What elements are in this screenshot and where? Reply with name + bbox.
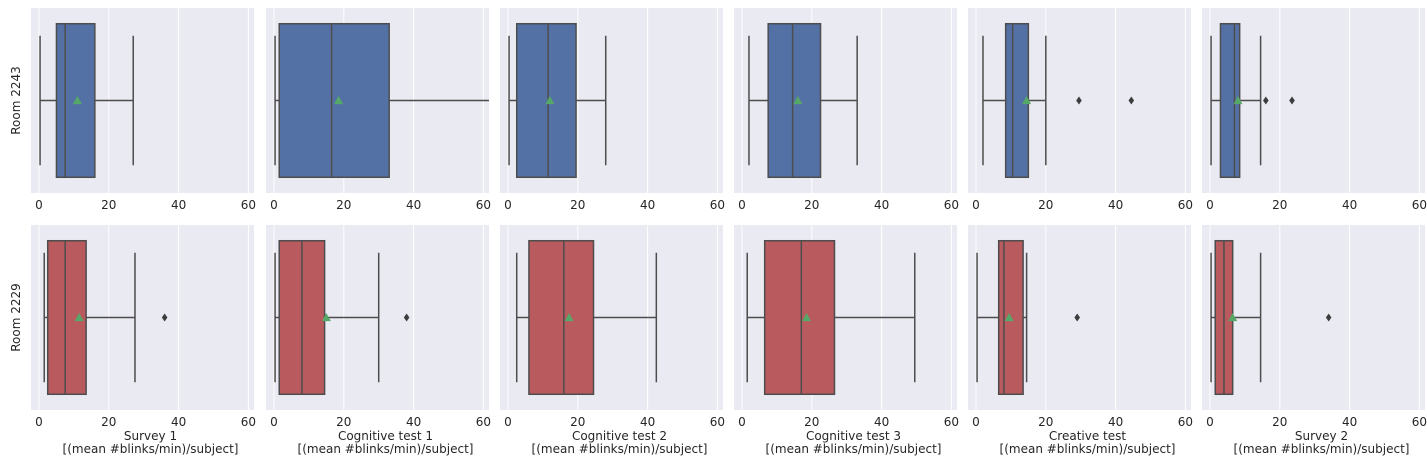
mean-marker [321,313,331,322]
x-axis-unit: [(mean #blinks/min)/subject] [1234,442,1410,456]
x-tick-label: 40 [874,198,889,212]
x-tick-label: 20 [804,198,819,212]
x-axis-label: Cognitive test 1 [338,429,433,443]
mean-marker [72,96,82,105]
x-tick-label: 60 [476,415,491,429]
outlier-point [1074,313,1081,322]
iqr-box [767,22,822,179]
mean-marker [74,313,84,322]
x-tick-label: 20 [101,198,116,212]
x-tick-label: 0 [504,198,512,212]
x-tick-label: 60 [710,198,725,212]
x-tick-label: 0 [504,415,512,429]
x-tick-label: 0 [972,198,980,212]
mean-marker [1004,313,1014,322]
x-tick-label: 20 [101,415,116,429]
x-tick-label: 40 [406,415,421,429]
x-tick-label: 60 [710,415,725,429]
mean-marker [564,313,574,322]
outlier-point [1263,96,1269,105]
mean-marker [793,96,803,105]
x-tick-label: 40 [874,415,889,429]
mean-marker [1228,313,1238,322]
x-tick-label: 20 [1038,415,1053,429]
iqr-box [278,22,390,179]
x-tick-label: 20 [1272,415,1287,429]
x-tick-label: 60 [1178,415,1193,429]
x-tick-label: 60 [476,198,491,212]
x-tick-label: 60 [944,198,959,212]
x-axis-unit: [(mean #blinks/min)/subject] [63,442,239,456]
x-tick-label: 20 [1272,198,1287,212]
x-tick-label: 0 [972,415,980,429]
mean-marker [802,313,812,322]
x-tick-label: 0 [1206,415,1214,429]
row-label: Room 2229 [9,283,23,352]
x-tick-label: 60 [241,198,256,212]
x-tick-label: 40 [1342,415,1357,429]
x-tick-label: 0 [35,198,43,212]
mean-marker [1022,96,1032,105]
x-tick-label: 0 [35,415,43,429]
x-axis-label: Creative test [1049,429,1126,443]
x-tick-label: 0 [738,198,746,212]
x-tick-label: 40 [640,198,655,212]
outlier-point [161,313,168,322]
x-tick-label: 60 [944,415,959,429]
x-axis-unit: [(mean #blinks/min)/subject] [1000,442,1176,456]
row-label: Room 2243 [9,66,23,135]
mean-marker [1233,96,1243,105]
x-tick-label: 60 [1412,415,1427,429]
outlier-point [1325,313,1332,322]
x-tick-label: 0 [270,415,278,429]
x-tick-label: 0 [1206,198,1214,212]
x-axis-unit: [(mean #blinks/min)/subject] [298,442,474,456]
x-tick-label: 0 [738,415,746,429]
x-axis-label: Survey 1 [124,429,177,443]
x-tick-label: 20 [336,415,351,429]
outlier-point [1128,96,1135,105]
mean-marker [545,96,555,105]
x-tick-label: 20 [570,415,585,429]
x-tick-label: 40 [171,415,186,429]
x-tick-label: 60 [1412,198,1427,212]
x-tick-label: 0 [270,198,278,212]
x-axis-label: Survey 2 [1295,429,1348,443]
x-tick-label: 40 [640,415,655,429]
x-tick-label: 40 [406,198,421,212]
x-axis-unit: [(mean #blinks/min)/subject] [766,442,942,456]
outlier-point [403,313,410,322]
x-tick-label: 40 [1342,198,1357,212]
mean-marker [334,96,344,105]
iqr-box [515,22,577,179]
x-tick-label: 20 [804,415,819,429]
x-tick-label: 20 [570,198,585,212]
outlier-point [1076,96,1082,105]
iqr-box [763,239,836,396]
x-tick-label: 40 [1108,415,1123,429]
x-axis-label: Cognitive test 2 [572,429,667,443]
x-tick-label: 60 [1178,198,1193,212]
x-tick-label: 40 [171,198,186,212]
outlier-point [1289,96,1295,105]
x-tick-label: 20 [1038,198,1053,212]
iqr-box [528,239,595,396]
x-tick-label: 40 [1108,198,1123,212]
x-axis-unit: [(mean #blinks/min)/subject] [532,442,708,456]
x-axis-label: Cognitive test 3 [806,429,901,443]
x-tick-label: 60 [241,415,256,429]
x-tick-label: 20 [336,198,351,212]
